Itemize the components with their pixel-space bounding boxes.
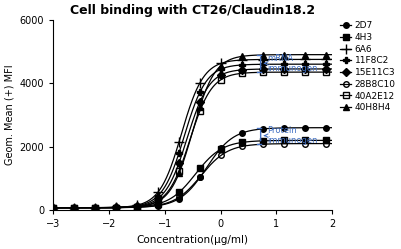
28B8C10 [330,142,334,145]
Y-axis label: Geom. Mean (+) MFI: Geom. Mean (+) MFI [4,65,14,165]
40H8H4 [253,54,258,57]
40H8H4 [161,196,166,199]
40A2E12 [51,206,56,209]
2D7 [226,139,231,142]
X-axis label: Concentration(μg/ml): Concentration(μg/ml) [137,235,249,245]
2D7 [253,128,258,131]
6A6 [226,60,231,63]
40H8H4 [85,206,89,209]
11F8C2 [253,63,258,66]
4H3 [226,144,231,147]
11F8C2 [226,65,231,68]
6A6 [142,201,146,204]
28B8C10 [142,205,146,208]
Line: 11F8C2: 11F8C2 [51,62,335,210]
11F8C2 [51,206,56,209]
28B8C10 [253,143,258,146]
6A6 [330,58,334,61]
40H8H4 [226,59,231,62]
2D7 [161,203,166,206]
40A2E12 [142,204,146,207]
4H3 [142,205,146,208]
15E11C3 [330,67,334,70]
40A2E12 [330,71,334,74]
Line: 28B8C10: 28B8C10 [51,141,335,210]
Legend: 2D7, 4H3, 6A6, 11F8C2, 15E11C3, 28B8C10, 40A2E12, 40H8H4: 2D7, 4H3, 6A6, 11F8C2, 15E11C3, 28B8C10,… [339,20,397,113]
2D7 [330,126,334,129]
6A6 [51,206,56,209]
4H3 [85,206,89,209]
Line: 6A6: 6A6 [49,55,337,213]
6A6 [253,58,258,61]
40A2E12 [252,71,257,74]
15E11C3 [161,191,166,194]
4H3 [252,140,257,143]
11F8C2 [85,206,89,209]
40H8H4 [51,206,56,209]
Text: mRNA
immunogen: mRNA immunogen [264,54,318,73]
4H3 [253,140,258,143]
2D7 [51,206,56,209]
15E11C3 [142,203,146,206]
Line: 40A2E12: 40A2E12 [51,69,335,210]
40A2E12 [161,195,166,198]
15E11C3 [252,68,257,71]
6A6 [161,182,166,185]
15E11C3 [51,206,56,209]
11F8C2 [252,63,257,66]
Line: 40H8H4: 40H8H4 [50,51,335,211]
40H8H4 [142,204,146,207]
Title: Cell binding with CT26/Claudin18.2: Cell binding with CT26/Claudin18.2 [70,4,315,17]
40H8H4 [252,54,257,57]
28B8C10 [226,149,231,152]
11F8C2 [142,203,146,206]
11F8C2 [330,63,334,66]
11F8C2 [161,187,166,190]
4H3 [161,200,166,203]
Line: 2D7: 2D7 [51,125,335,210]
15E11C3 [253,68,258,71]
2D7 [142,205,146,208]
Line: 15E11C3: 15E11C3 [51,66,335,210]
Line: 4H3: 4H3 [51,138,335,210]
15E11C3 [226,70,231,73]
6A6 [252,58,257,61]
28B8C10 [51,206,56,209]
40A2E12 [253,71,258,74]
2D7 [252,128,257,131]
40H8H4 [330,53,334,56]
28B8C10 [161,202,166,205]
15E11C3 [85,206,89,209]
40A2E12 [85,206,89,209]
6A6 [85,206,89,209]
4H3 [330,139,334,142]
28B8C10 [252,143,257,146]
28B8C10 [85,206,89,209]
Text: Protein
immunogen: Protein immunogen [264,126,318,145]
40A2E12 [226,74,231,77]
2D7 [85,206,89,209]
4H3 [51,206,56,209]
